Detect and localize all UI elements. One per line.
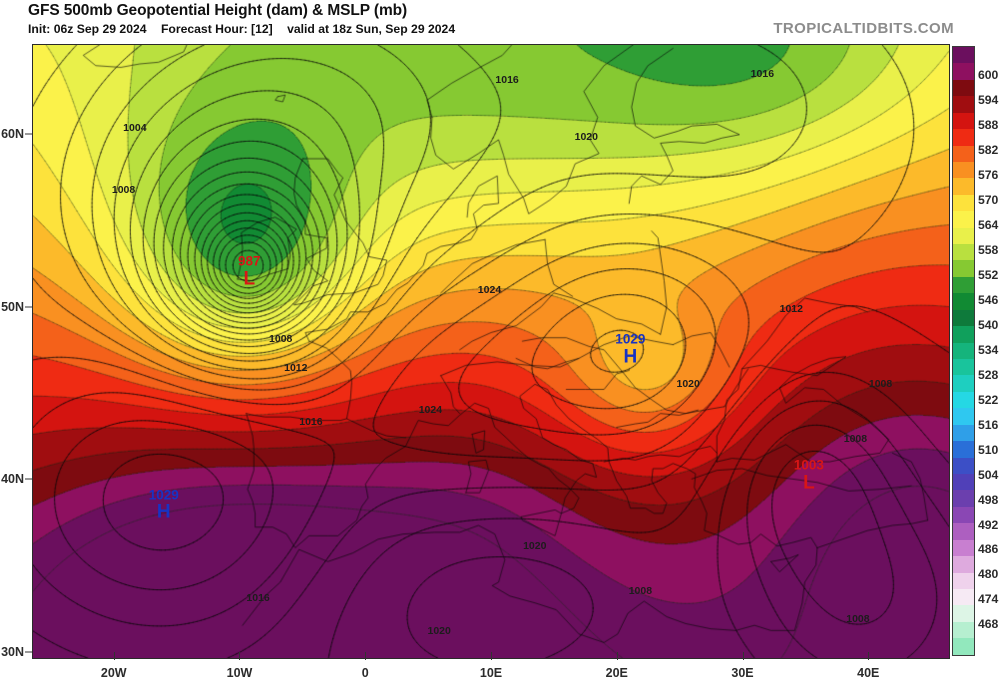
colorbar-segment bbox=[953, 112, 974, 130]
colorbar-segment bbox=[953, 309, 974, 327]
colorbar-tick-label: 528 bbox=[978, 367, 999, 382]
colorbar-segment bbox=[953, 375, 974, 392]
colorbar-tick-label: 492 bbox=[978, 517, 999, 532]
colorbar-tick-label: 474 bbox=[978, 592, 999, 607]
colorbar-tick-label: 510 bbox=[978, 442, 999, 457]
colorbar-segment bbox=[953, 391, 974, 409]
colorbar-segment bbox=[953, 457, 974, 474]
colorbar-segment bbox=[953, 424, 974, 442]
weather-map-plot[interactable]: 987 L 1029 H 1029 H 1003 L 1004 1008 1008 1012 1016… bbox=[32, 44, 950, 659]
y-axis-tick-mark bbox=[25, 133, 32, 135]
colorbar-tick-label: 600 bbox=[978, 68, 999, 83]
colorbar-segment bbox=[953, 342, 974, 360]
colorbar-segment bbox=[953, 194, 974, 212]
colorbar-tick-label: 498 bbox=[978, 492, 999, 507]
colorbar-segment bbox=[953, 129, 974, 146]
colorbar-segment bbox=[953, 244, 974, 261]
init-time-label: Init: 06z Sep 29 2024 bbox=[28, 22, 147, 36]
y-axis-tick-label: 30N bbox=[1, 645, 24, 660]
x-axis-tick-label: 20W bbox=[100, 666, 127, 680]
colorbar-tick-label: 552 bbox=[978, 268, 999, 283]
colorbar-segment bbox=[953, 605, 974, 622]
colorbar-segment bbox=[953, 47, 974, 64]
colorbar-segment bbox=[953, 276, 974, 294]
watermark: TROPICALTIDBITS.COM bbox=[773, 20, 954, 37]
colorbar-segment bbox=[953, 145, 974, 162]
colorbar-segment bbox=[953, 523, 974, 540]
x-axis-tick-label: 10W bbox=[226, 666, 253, 680]
x-axis-tick-mark bbox=[113, 652, 115, 660]
colorbar-segment bbox=[953, 326, 974, 343]
colorbar-segment bbox=[953, 227, 974, 245]
colorbar bbox=[952, 46, 975, 656]
colorbar-segment bbox=[953, 441, 974, 458]
colorbar-segment bbox=[953, 359, 974, 376]
colorbar-segment bbox=[953, 293, 974, 310]
forecast-hour-label: Forecast Hour: [12] bbox=[160, 22, 273, 36]
colorbar-segment bbox=[953, 588, 974, 606]
x-axis-tick-label: 30E bbox=[731, 666, 754, 680]
chart-subtitle: Init: 06z Sep 29 2024 Forecast Hour: [12… bbox=[28, 22, 466, 36]
chart-header: GFS 500mb Geopotential Height (dam) & MS… bbox=[0, 0, 1000, 44]
colorbar-segment bbox=[953, 96, 974, 113]
x-axis-tick-label: 20E bbox=[605, 666, 628, 680]
colorbar-segment bbox=[953, 556, 974, 573]
x-axis-tick-label: 10E bbox=[479, 666, 503, 680]
colorbar-segment bbox=[953, 539, 974, 557]
colorbar-tick-label: 522 bbox=[978, 392, 999, 407]
colorbar-segment bbox=[953, 638, 974, 655]
colorbar-tick-label: 480 bbox=[978, 567, 999, 582]
x-axis-tick-mark bbox=[491, 652, 492, 660]
colorbar-tick-label: 468 bbox=[978, 617, 999, 632]
page-title: GFS 500mb Geopotential Height (dam) & MS… bbox=[28, 2, 408, 19]
x-axis-tick-label: 0 bbox=[361, 666, 369, 680]
colorbar-tick-label: 558 bbox=[978, 243, 999, 258]
colorbar-segment bbox=[953, 621, 974, 639]
colorbar-tick-label: 540 bbox=[978, 317, 999, 332]
y-axis-tick-label: 40N bbox=[1, 472, 24, 487]
colorbar-segment bbox=[953, 211, 974, 228]
y-axis-tick-label: 60N bbox=[1, 126, 24, 141]
x-axis-tick-label: 40E bbox=[857, 666, 880, 680]
colorbar-segment bbox=[953, 572, 974, 589]
colorbar-tick-label: 504 bbox=[978, 467, 999, 482]
x-axis-tick-mark bbox=[742, 652, 744, 660]
y-axis-tick-label: 50N bbox=[1, 299, 24, 314]
colorbar-segment bbox=[953, 79, 974, 97]
colorbar-segment bbox=[953, 473, 974, 491]
x-axis-tick-mark bbox=[365, 652, 367, 660]
y-axis-tick-mark bbox=[25, 306, 32, 308]
colorbar-tick-label: 582 bbox=[978, 143, 999, 158]
colorbar-segment bbox=[953, 506, 974, 524]
colorbar-segment bbox=[953, 63, 974, 80]
colorbar-tick-label: 534 bbox=[978, 342, 999, 357]
colorbar-tick-label: 546 bbox=[978, 292, 999, 307]
colorbar-tick-label: 516 bbox=[978, 417, 999, 432]
colorbar-tick-label: 576 bbox=[978, 168, 999, 183]
colorbar-tick-label: 564 bbox=[978, 218, 999, 233]
x-axis-tick-mark bbox=[616, 652, 618, 660]
valid-time-label: valid at 18z Sun, Sep 29 2024 bbox=[287, 22, 456, 36]
colorbar-segment bbox=[953, 408, 974, 425]
y-axis-tick-mark bbox=[25, 478, 32, 480]
colorbar-segment bbox=[953, 490, 974, 507]
colorbar-segment bbox=[953, 260, 974, 277]
x-axis-tick-mark bbox=[239, 652, 241, 660]
colorbar-segment bbox=[953, 161, 974, 179]
colorbar-tick-label: 588 bbox=[978, 118, 999, 133]
colorbar-segment bbox=[953, 178, 974, 195]
colorbar-tick-label: 486 bbox=[978, 542, 999, 557]
y-axis-tick-mark bbox=[25, 651, 32, 653]
x-axis-tick-mark bbox=[868, 652, 870, 660]
colorbar-tick-label: 594 bbox=[978, 93, 999, 108]
colorbar-tick-label: 570 bbox=[978, 193, 999, 208]
isobar-and-coastline-layer bbox=[33, 45, 949, 658]
